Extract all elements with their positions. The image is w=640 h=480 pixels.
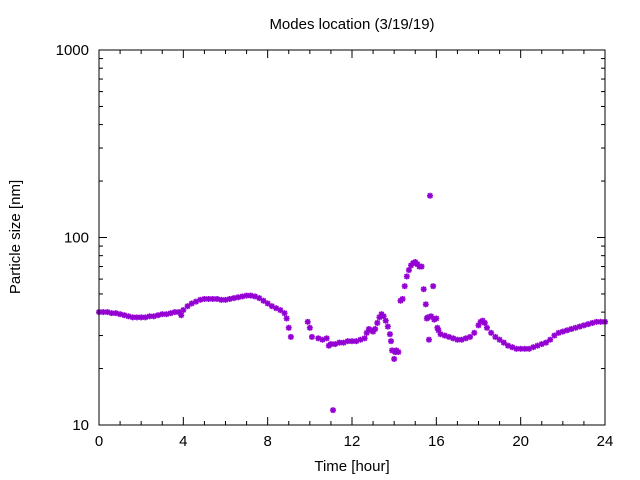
data-point [180, 307, 187, 314]
data-point [521, 345, 528, 352]
data-point [467, 333, 474, 340]
x-tick-label: 16 [428, 433, 445, 450]
data-point [500, 339, 507, 346]
data-point [564, 327, 571, 334]
data-point [374, 319, 381, 326]
data-point [488, 329, 495, 336]
data-point [260, 297, 267, 304]
data-point [405, 267, 412, 274]
data-point [178, 312, 185, 319]
data-point [138, 314, 145, 321]
data-point [589, 319, 596, 326]
data-point [197, 296, 204, 303]
data-point [420, 286, 427, 293]
data-point [430, 283, 437, 290]
data-point [382, 317, 389, 324]
data-point [323, 335, 330, 342]
y-tick-label: 1000 [56, 42, 89, 59]
data-point [471, 329, 478, 336]
data-point [247, 292, 254, 299]
data-point [384, 323, 391, 330]
data-point [184, 303, 191, 310]
data-point [330, 407, 337, 414]
data-point [391, 355, 398, 362]
data-point [256, 295, 263, 302]
data-point [281, 310, 288, 317]
data-point [306, 324, 313, 331]
data-point [433, 315, 440, 322]
data-point [386, 331, 393, 338]
points-layer [96, 192, 608, 414]
data-point [372, 326, 379, 333]
data-point [395, 349, 402, 356]
x-tick-label: 4 [179, 433, 187, 450]
data-point [388, 338, 395, 345]
data-point [551, 332, 558, 339]
x-tick-label: 20 [512, 433, 529, 450]
x-tick-label: 0 [95, 433, 103, 450]
data-point [304, 318, 311, 325]
data-point [277, 307, 284, 314]
data-point [129, 314, 136, 321]
data-point [483, 324, 490, 331]
data-point [547, 336, 554, 343]
x-tick-label: 24 [597, 433, 614, 450]
y-tick-label: 100 [64, 230, 89, 247]
data-point [108, 310, 115, 317]
data-point [542, 339, 549, 346]
x-axis-label: Time [hour] [314, 458, 389, 475]
data-point [121, 312, 128, 319]
ticks-layer: 0 4 8 12 16 20 24 10 100 1000 [56, 42, 614, 450]
data-point [349, 338, 355, 345]
y-tick-label: 10 [72, 417, 89, 434]
data-point [361, 335, 368, 342]
data-point [492, 333, 499, 340]
data-point [403, 273, 410, 280]
data-point [418, 263, 425, 270]
x-tick-label: 8 [263, 433, 271, 450]
data-point [201, 295, 208, 302]
data-point [422, 301, 429, 308]
data-point [308, 333, 315, 340]
data-point [427, 192, 434, 199]
data-point [425, 336, 432, 343]
data-point [401, 283, 408, 290]
data-point [496, 336, 503, 343]
data-point [559, 328, 566, 335]
data-point [285, 324, 292, 331]
y-axis-label: Particle size [nm] [7, 180, 24, 294]
data-point [399, 295, 406, 302]
chart-title: Modes location (3/19/19) [269, 16, 434, 33]
data-point [481, 319, 488, 326]
data-point [142, 314, 149, 321]
data-point [283, 315, 290, 322]
plot-frame [98, 49, 606, 426]
x-tick-label: 12 [344, 433, 361, 450]
data-point [287, 333, 294, 340]
data-point [264, 300, 271, 307]
